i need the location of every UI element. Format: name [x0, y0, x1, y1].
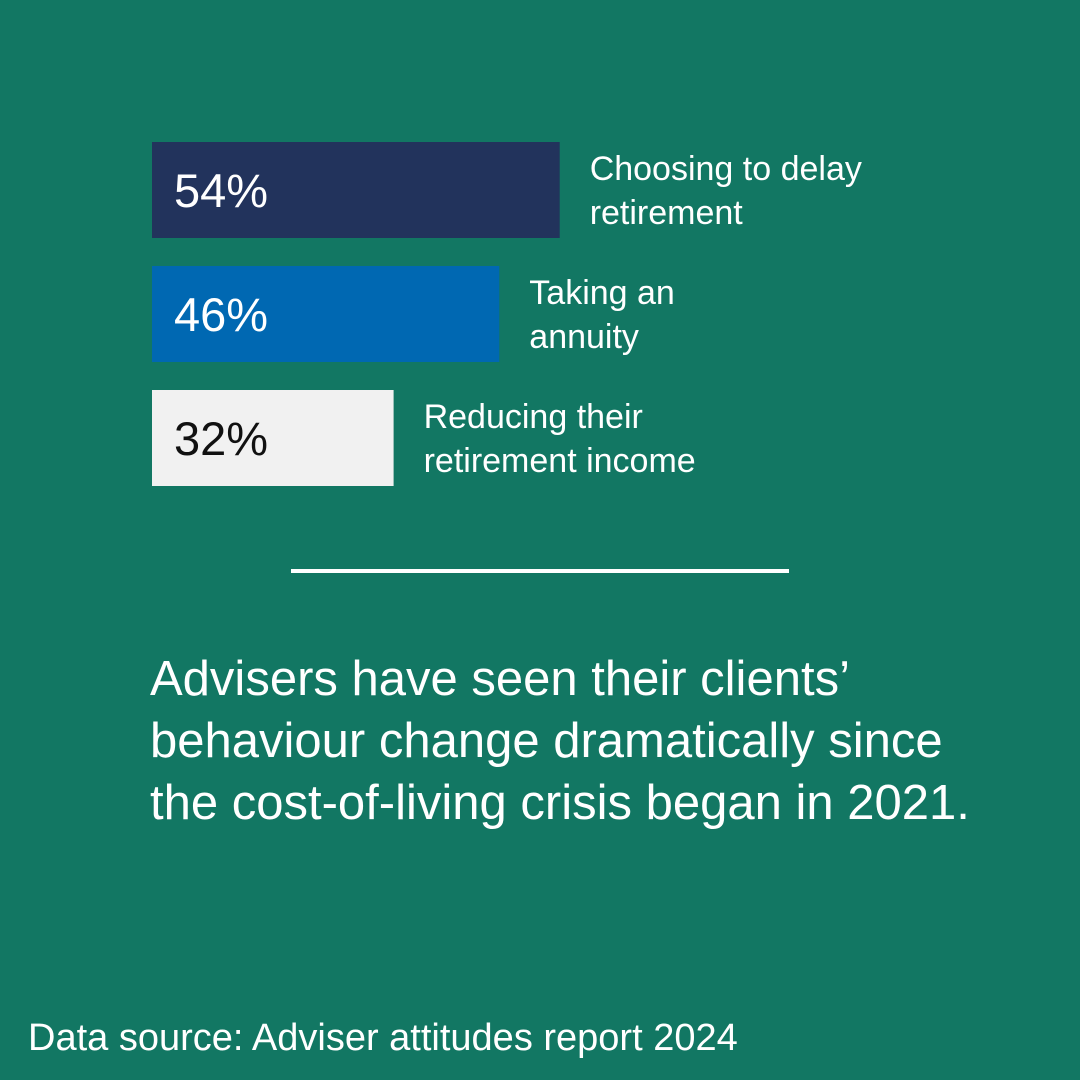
- bar: [152, 142, 560, 238]
- data-source-text: Data source: Adviser attitudes report 20…: [28, 1017, 738, 1059]
- bar-category-label: Taking an annuity: [529, 274, 675, 356]
- bar-value-label: 46%: [174, 288, 268, 341]
- bar: [152, 390, 394, 486]
- bar-category-label: Choosing to delay retirement: [590, 150, 862, 232]
- bar-category-label: Reducing their retirement income: [424, 398, 696, 480]
- bar-value-label: 54%: [174, 164, 268, 217]
- headline-text: Advisers have seen their clients’ behavi…: [150, 652, 970, 830]
- bar-value-label: 32%: [174, 412, 268, 465]
- divider-line: [291, 569, 789, 573]
- bar: [152, 266, 500, 362]
- bar-chart: 54% Choosing to delay retirement 46% Taking …: [152, 142, 862, 486]
